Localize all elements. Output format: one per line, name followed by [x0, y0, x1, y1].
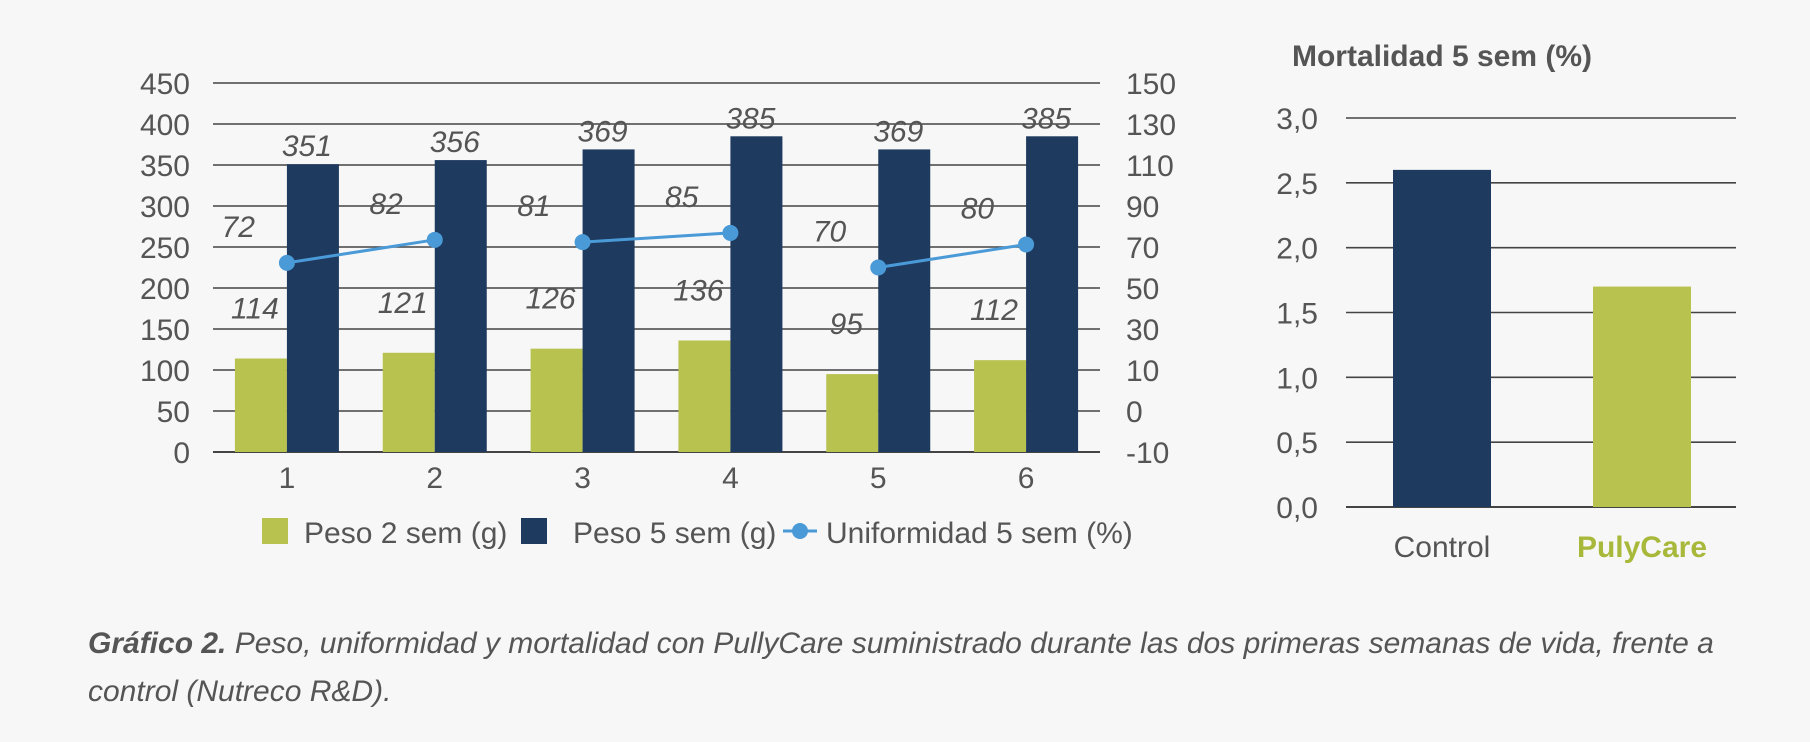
uniformidad-line-segment: [286, 238, 435, 265]
y-tick-label: 150: [140, 314, 190, 347]
y2-tick-label: -10: [1126, 437, 1169, 470]
y-tick-label: 300: [140, 191, 190, 224]
bar-peso-5-sem: [582, 149, 635, 453]
y-tick-label: 450: [140, 68, 190, 101]
data-label-peso-2-sem: 112: [970, 294, 1018, 327]
uniformidad-point: [722, 224, 739, 241]
y-tick-label: 250: [140, 232, 190, 265]
mortality-chart: Mortalidad 5 sem (%) 0,0 0,5 1,0 1,5 2,0 2,5 3…: [1276, 40, 1736, 564]
bar-peso-5-sem: [878, 149, 931, 453]
data-label-uniformidad: 72: [222, 211, 256, 244]
x-tick-label: 2: [426, 462, 443, 495]
legend-label-peso-2-sem: Peso 2 sem (g): [304, 517, 507, 550]
uniformidad-line-segment: [582, 231, 731, 244]
y-tick-label: 1,5: [1276, 298, 1318, 331]
y2-tick-label: 50: [1126, 273, 1159, 306]
x-tick-label: 4: [722, 462, 739, 495]
y-tick-label: 0: [173, 437, 190, 470]
y-tick-label: 1,0: [1276, 362, 1318, 395]
bar-peso-5-sem: [434, 160, 487, 452]
y-tick-label: 0,5: [1276, 427, 1318, 460]
x-tick-label: 5: [870, 462, 887, 495]
y-tick-label: 3,0: [1276, 103, 1318, 136]
y-tick-label: 200: [140, 273, 190, 306]
x-tick-label: 3: [574, 462, 591, 495]
legend: Peso 2 sem (g) Peso 5 sem (g) Uniformidad …: [262, 517, 1133, 550]
bar-peso-2-sem: [678, 340, 731, 452]
y-tick-label: 100: [140, 355, 190, 388]
y-tick-label: 50: [157, 396, 190, 429]
data-label-peso-2-sem: 121: [378, 287, 428, 320]
y2-tick-label: 110: [1126, 150, 1174, 183]
legend-swatch-peso-5-sem: [521, 518, 547, 544]
bar-peso-2-sem: [530, 348, 583, 452]
bar-peso-2-sem: [234, 358, 287, 452]
y2-tick-label: 0: [1126, 396, 1143, 429]
uniformidad-point: [574, 234, 591, 251]
y2-tick-label: 30: [1126, 314, 1159, 347]
y-tick-label: 400: [140, 109, 190, 142]
data-label-uniformidad: 81: [517, 190, 550, 223]
uniformidad-point: [426, 231, 443, 248]
weight-uniformity-chart: 0 50 100 150 200 250 300 350 400 450 -10 0 10 30 50 70 9…: [140, 68, 1176, 550]
x-tick-label: 6: [1018, 462, 1035, 495]
bar-peso-2-sem: [382, 352, 435, 452]
data-label-uniformidad: 80: [961, 192, 995, 225]
y2-tick-label: 90: [1126, 191, 1159, 224]
bar-peso-2-sem: [826, 374, 879, 452]
figure-caption: Gráfico 2. Peso, uniformidad y mortalida…: [88, 620, 1748, 716]
y-tick-label: 2,0: [1276, 233, 1318, 266]
bar-peso-2-sem: [974, 360, 1027, 452]
y-tick-label: 350: [140, 150, 190, 183]
uniformidad-line-segment: [878, 242, 1027, 269]
caption-label: Gráfico 2.: [88, 627, 227, 660]
y2-tick-label: 10: [1126, 355, 1159, 388]
y-tick-label: 2,5: [1276, 168, 1318, 201]
x-tick-label: PulyCare: [1577, 531, 1707, 564]
legend-marker-uniformidad: [792, 523, 808, 539]
data-label-peso-2-sem: 126: [526, 283, 576, 316]
legend-label-uniformidad: Uniformidad 5 sem (%): [826, 517, 1133, 550]
bar-peso-5-sem: [286, 164, 339, 452]
bar-pulycare: [1593, 286, 1691, 507]
x-tick-label: Control: [1394, 531, 1491, 564]
data-label-peso-5-sem: 385: [1021, 102, 1071, 135]
mortality-chart-title: Mortalidad 5 sem (%): [1292, 40, 1592, 73]
data-label-peso-2-sem: 114: [231, 293, 279, 326]
data-label-uniformidad: 70: [813, 216, 847, 249]
data-label-peso-2-sem: 136: [673, 274, 723, 307]
uniformidad-point: [1018, 236, 1035, 253]
y-tick-label: 0,0: [1276, 492, 1318, 525]
data-label-peso-5-sem: 351: [282, 130, 332, 163]
uniformidad-point: [870, 259, 887, 276]
y2-tick-label: 130: [1126, 109, 1176, 142]
y2-tick-label: 70: [1126, 232, 1159, 265]
caption-text: Peso, uniformidad y mortalidad con Pully…: [88, 627, 1714, 708]
legend-label-peso-5-sem: Peso 5 sem (g): [573, 517, 776, 550]
x-tick-label: 1: [279, 462, 296, 495]
data-label-peso-5-sem: 385: [725, 102, 775, 135]
bar-peso-5-sem: [1026, 136, 1079, 453]
data-label-peso-5-sem: 356: [430, 126, 480, 159]
y2-tick-label: 150: [1126, 68, 1176, 101]
data-label-uniformidad: 82: [369, 188, 403, 221]
uniformidad-point: [278, 254, 295, 271]
legend-swatch-peso-2-sem: [262, 518, 288, 544]
data-label-peso-2-sem: 95: [830, 308, 864, 341]
data-label-peso-5-sem: 369: [873, 115, 923, 148]
data-label-uniformidad: 85: [665, 181, 699, 214]
data-label-peso-5-sem: 369: [578, 115, 628, 148]
bar-peso-5-sem: [730, 136, 783, 453]
bar-control: [1393, 169, 1491, 507]
